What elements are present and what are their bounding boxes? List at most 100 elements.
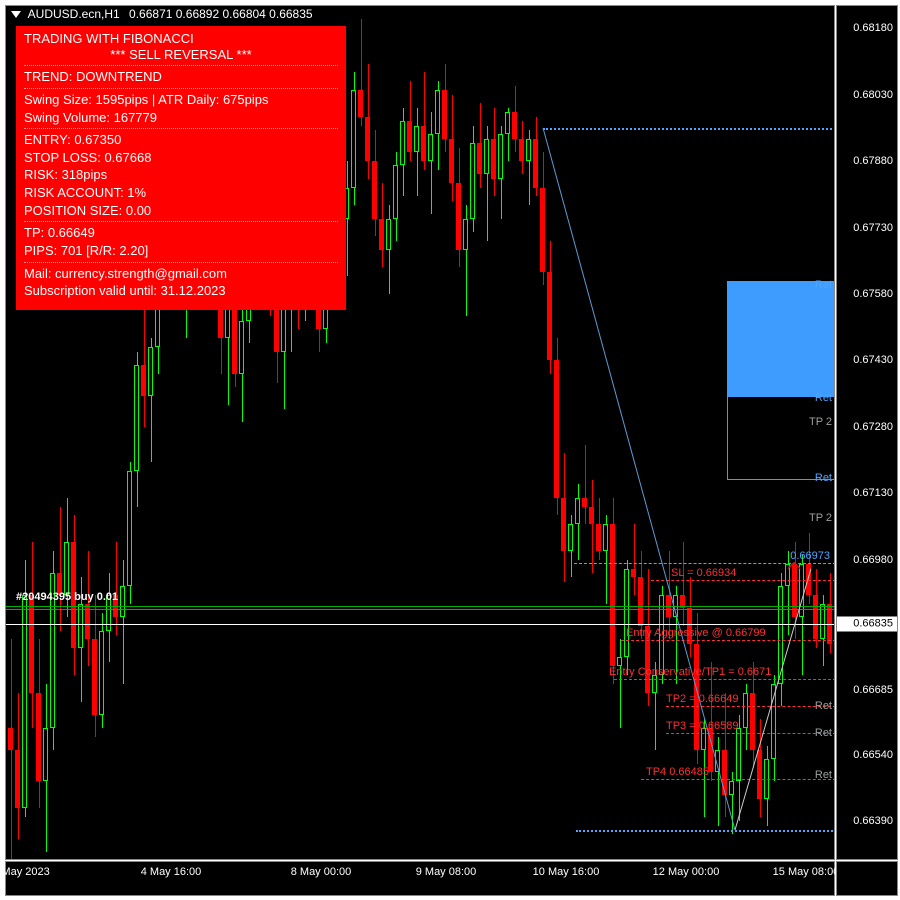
candle-body	[547, 272, 552, 361]
candle-body	[729, 781, 734, 794]
panel-sl: STOP LOSS: 0.67668	[24, 151, 338, 165]
candle-body	[92, 639, 97, 714]
horizontal-level-line	[576, 830, 835, 832]
level-label: TP4 0.66485	[646, 766, 709, 778]
candle-body	[120, 586, 125, 617]
chart-window: AUDUSD.ecn,H1 0.66871 0.66892 0.66804 0.…	[0, 0, 900, 900]
panel-tp: TP: 0.66649	[24, 226, 338, 240]
candle-wick	[620, 639, 621, 728]
candle-body	[99, 631, 104, 715]
x-axis-label: 10 May 16:00	[533, 866, 600, 878]
candle-wick	[116, 542, 117, 635]
candle-body	[36, 693, 41, 782]
panel-title1: TRADING WITH FIBONACCI	[24, 32, 338, 46]
candle-body	[232, 307, 237, 373]
candle-body	[505, 112, 510, 134]
candle-wick	[347, 161, 348, 276]
candle-body	[8, 728, 13, 750]
candle-body	[358, 90, 363, 117]
panel-mail: Mail: currency.strength@gmail.com	[24, 267, 338, 281]
info-panel: TRADING WITH FIBONACCI *** SELL REVERSAL…	[16, 26, 346, 310]
zone-edge-label: TP 2	[809, 416, 832, 428]
candle-body	[274, 303, 279, 352]
candle-body	[281, 303, 286, 352]
y-axis-label: 0.66980	[853, 554, 893, 566]
candle-wick	[592, 480, 593, 573]
current-price-tag: 0.66835	[837, 616, 897, 631]
candle-body	[477, 143, 482, 174]
candle-body	[225, 307, 230, 338]
candle-body	[148, 347, 153, 396]
x-axis-label: 8 May 00:00	[291, 866, 352, 878]
candle-body	[379, 219, 384, 250]
horizontal-level-line	[666, 706, 835, 707]
candle-body	[442, 90, 447, 139]
candle-body	[617, 657, 622, 666]
candle-body	[421, 126, 426, 161]
candle-body	[785, 564, 790, 586]
candle-body	[603, 524, 608, 551]
level-label: TP2 = 0.66649	[666, 693, 738, 705]
panel-pos-size: POSITION SIZE: 0.00	[24, 204, 338, 218]
symbol-label: AUDUSD.ecn,H1	[28, 7, 120, 21]
zone-edge-label: Ret	[815, 700, 832, 712]
x-axis-label: 4 May 16:00	[141, 866, 202, 878]
horizontal-level-line	[666, 733, 835, 734]
candle-wick	[60, 507, 61, 631]
candle-body	[750, 693, 755, 751]
zone-edge-label: Ret	[815, 279, 832, 291]
panel-risk-acct: RISK ACCOUNT: 1%	[24, 186, 338, 200]
candle-body	[813, 595, 818, 639]
horizontal-level-line	[6, 624, 835, 625]
y-axis-label: 0.67880	[853, 155, 893, 167]
candle-body	[470, 143, 475, 218]
candle-body	[386, 219, 391, 250]
x-axis-label: 9 May 08:00	[416, 866, 477, 878]
candle-body	[715, 750, 720, 772]
candle-body	[400, 121, 405, 165]
candle-body	[435, 90, 440, 134]
horizontal-level-line	[651, 580, 835, 581]
y-axis-label: 0.66540	[853, 749, 893, 761]
zone-edge-label: Ret	[815, 769, 832, 781]
candle-body	[568, 524, 573, 551]
candle-body	[22, 595, 27, 808]
horizontal-level-line	[543, 128, 835, 130]
level-label: SL = 0.66934	[671, 567, 736, 579]
chart-plot-area[interactable]: AUDUSD.ecn,H1 0.66871 0.66892 0.66804 0.…	[5, 5, 835, 860]
y-axis-label: 0.66685	[853, 684, 893, 696]
candle-body	[624, 569, 629, 658]
candle-body	[393, 165, 398, 218]
candle-body	[407, 121, 412, 152]
panel-swing-vol: Swing Volume: 167779	[24, 111, 338, 125]
candle-body	[463, 219, 468, 250]
candle-body	[456, 183, 461, 249]
candle-body	[372, 161, 377, 219]
candle-body	[512, 112, 517, 139]
dropdown-triangle-icon[interactable]	[11, 11, 21, 18]
candle-body	[351, 90, 356, 187]
zone-edge-label: TP 2	[809, 512, 832, 524]
candle-body	[484, 139, 489, 174]
candle-body	[554, 360, 559, 497]
x-axis-label: 15 May 08:00	[773, 866, 840, 878]
candle-wick	[683, 542, 684, 626]
y-axis-label: 0.67280	[853, 421, 893, 433]
candle-body	[610, 524, 615, 666]
candle-body	[631, 569, 636, 578]
y-axis-label: 0.67430	[853, 354, 893, 366]
level-label: TP3 = 0.66589	[666, 720, 738, 732]
candle-body	[64, 542, 69, 595]
horizontal-level-line	[6, 606, 835, 610]
axis-corner	[836, 861, 898, 896]
horizontal-level-line	[574, 563, 835, 564]
level-right-label: 0.66973	[790, 550, 830, 562]
time-axis: 3 May 20234 May 16:008 May 00:009 May 08…	[5, 861, 835, 896]
panel-pips: PIPS: 701 [R/R: 2.20]	[24, 244, 338, 258]
candle-body	[43, 728, 48, 781]
x-axis-label: 12 May 00:00	[653, 866, 720, 878]
candle-body	[533, 139, 538, 188]
candle-body	[428, 134, 433, 161]
panel-risk: RISK: 318pips	[24, 168, 338, 182]
candle-body	[141, 365, 146, 396]
